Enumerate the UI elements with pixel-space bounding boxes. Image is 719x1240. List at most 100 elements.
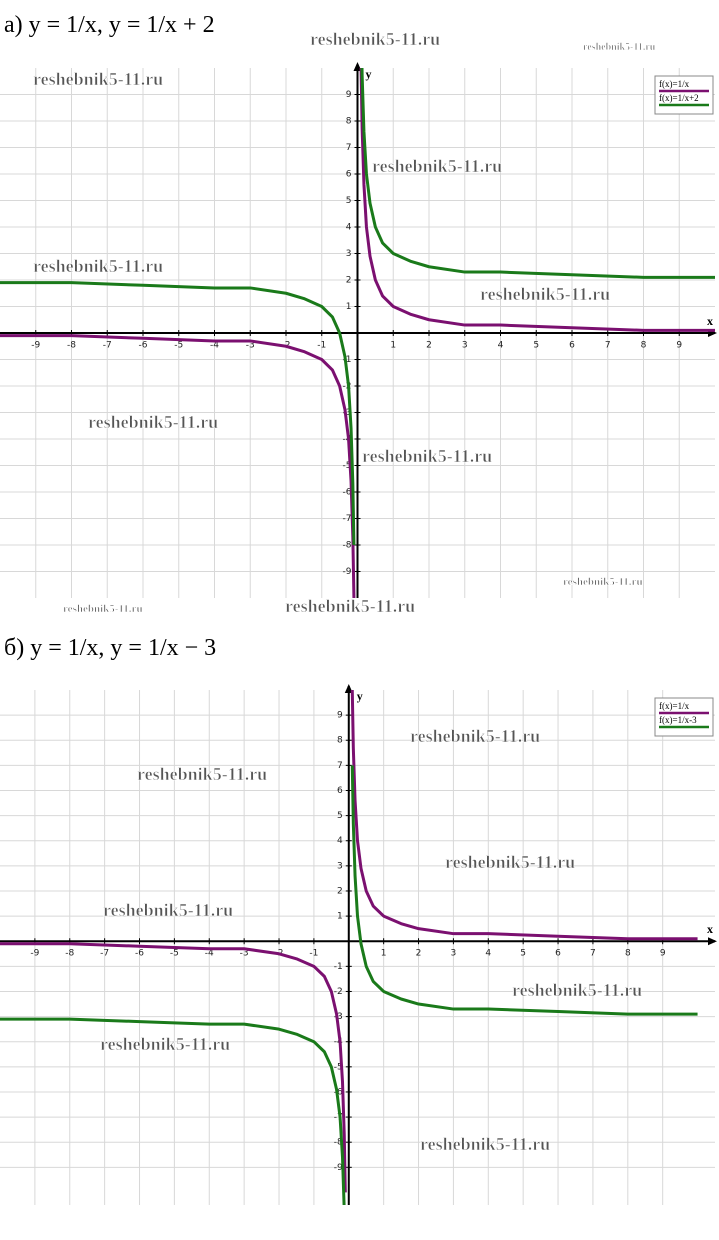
watermark: reshebnik5-11.ru (137, 764, 267, 784)
y-tick-label: -3 (343, 408, 352, 418)
watermark: reshebnik5-11.ru (103, 900, 233, 920)
watermark: reshebnik5-11.ru (563, 576, 643, 588)
x-tick-label: -6 (139, 341, 148, 351)
x-tick-label: 3 (462, 341, 468, 351)
x-tick-label: -7 (100, 949, 109, 959)
y-tick-label: -8 (343, 541, 352, 551)
x-tick-label: 7 (590, 949, 596, 959)
x-tick-label: 4 (498, 341, 504, 351)
x-tick-label: -5 (174, 341, 183, 351)
x-tick-label: 9 (676, 341, 682, 351)
y-tick-label: -5 (343, 461, 352, 471)
y-tick-label: -9 (334, 1163, 343, 1173)
x-tick-label: -4 (205, 949, 214, 959)
x-tick-label: 9 (660, 949, 666, 959)
series-line (0, 68, 715, 546)
y-tick-label: 7 (346, 143, 352, 153)
x-tick-label: -5 (170, 949, 179, 959)
y-tick-label: -2 (343, 382, 352, 392)
x-tick-label: 6 (569, 341, 575, 351)
x-tick-label: 1 (390, 341, 396, 351)
y-tick-label: -4 (334, 1037, 343, 1047)
x-tick-label: -8 (67, 341, 76, 351)
x-tick-label: -9 (31, 341, 40, 351)
watermark: reshebnik5-11.ru (583, 42, 656, 53)
watermark: reshebnik5-11.ru (512, 980, 642, 1000)
y-tick-label: 5 (337, 811, 343, 821)
watermark: reshebnik5-11.ru (445, 852, 575, 872)
series-line (0, 68, 715, 598)
legend-label: f(x)=1/x (659, 79, 690, 89)
y-tick-label: 1 (346, 302, 352, 312)
watermark: reshebnik5-11.ru (310, 29, 440, 49)
x-tick-label: -1 (309, 949, 318, 959)
watermark: reshebnik5-11.ru (33, 69, 163, 89)
x-tick-label: 8 (625, 949, 631, 959)
x-tick-label: 1 (381, 949, 387, 959)
y-tick-label: 8 (346, 117, 352, 127)
y-tick-label: 3 (346, 249, 352, 259)
watermark: reshebnik5-11.ru (63, 603, 143, 615)
chart: б) y = 1/x, y = 1/x − 3 x y -9 -8 -7 -6 -5 -4 -3 -… (0, 635, 717, 1205)
y-tick-label: -2 (334, 987, 343, 997)
x-tick-label: -7 (103, 341, 112, 351)
chart-title: б) y = 1/x, y = 1/x − 3 (4, 635, 216, 661)
legend-box (654, 75, 714, 115)
x-tick-label: 2 (416, 949, 422, 959)
y-tick-label: -1 (334, 962, 343, 972)
watermark: reshebnik5-11.ru (410, 726, 540, 746)
x-tick-label: -8 (65, 949, 74, 959)
y-axis-label: y (357, 689, 363, 703)
watermark: reshebnik5-11.ru (362, 446, 492, 466)
legend-box (654, 697, 714, 737)
y-tick-label: 1 (337, 912, 343, 922)
watermark: reshebnik5-11.ru (100, 1034, 230, 1054)
series-line (0, 765, 698, 1205)
watermark: reshebnik5-11.ru (420, 1134, 550, 1154)
x-axis-label: x (707, 922, 713, 936)
x-tick-label: 7 (605, 341, 611, 351)
y-tick-label: 3 (337, 861, 343, 871)
x-tick-label: 5 (533, 341, 539, 351)
y-tick-label: 2 (346, 276, 352, 286)
y-tick-label: -7 (334, 1113, 343, 1123)
x-axis-label: x (707, 314, 713, 328)
x-tick-label: 8 (641, 341, 647, 351)
y-tick-label: 6 (337, 786, 343, 796)
watermark: reshebnik5-11.ru (372, 156, 502, 176)
y-tick-label: -8 (334, 1138, 343, 1148)
x-tick-label: -6 (135, 949, 144, 959)
legend-label: f(x)=1/x+2 (659, 93, 699, 103)
y-tick-label: 4 (337, 836, 343, 846)
y-tick-label: 7 (337, 761, 343, 771)
x-arrow (708, 937, 717, 946)
y-tick-label: 2 (337, 886, 343, 896)
y-tick-label: 6 (346, 170, 352, 180)
x-tick-label: -3 (240, 949, 249, 959)
y-tick-label: 9 (346, 90, 352, 100)
legend-label: f(x)=1/x (659, 701, 690, 711)
x-tick-label: -1 (317, 341, 326, 351)
y-tick-label: -5 (334, 1062, 343, 1072)
y-arrow (344, 684, 353, 693)
watermark: reshebnik5-11.ru (88, 412, 218, 432)
y-tick-label: 8 (337, 736, 343, 746)
y-tick-label: 9 (337, 711, 343, 721)
x-tick-label: 4 (485, 949, 491, 959)
y-tick-label: 5 (346, 196, 352, 206)
watermark: reshebnik5-11.ru (33, 256, 163, 276)
x-tick-label: -4 (210, 341, 219, 351)
x-tick-label: 2 (426, 341, 432, 351)
watermark: reshebnik5-11.ru (480, 284, 610, 304)
x-tick-label: -9 (30, 949, 39, 959)
legend-label: f(x)=1/x-3 (659, 715, 697, 725)
y-arrow (353, 62, 362, 71)
series-line (0, 690, 698, 1193)
y-tick-label: 4 (346, 223, 352, 233)
y-axis-label: y (366, 67, 372, 81)
x-tick-label: 6 (555, 949, 561, 959)
y-tick-label: -7 (343, 514, 352, 524)
y-tick-label: -6 (343, 488, 352, 498)
y-tick-label: -1 (343, 355, 352, 365)
